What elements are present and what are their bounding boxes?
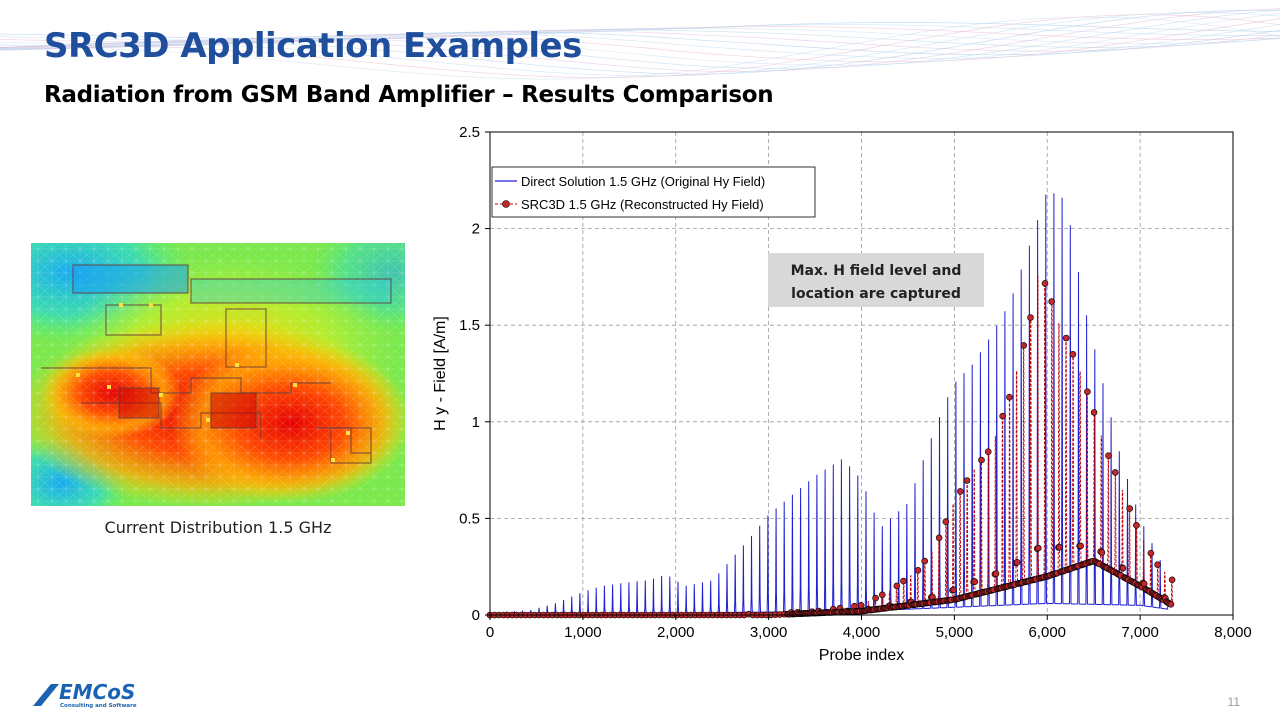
wave-line [0,14,1280,78]
page-number: 11 [1227,695,1240,709]
series-src3d-marker [942,518,950,526]
decorative-wave-banner [0,8,1280,80]
legend-marker-src3d [502,200,510,208]
series-src3d-marker [1056,543,1063,551]
series-src3d-marker [1069,351,1077,358]
y-tick-label: 0 [472,607,480,624]
x-tick-label: 7,000 [1121,624,1159,641]
x-tick-label: 3,000 [750,624,788,641]
series-src3d-marker [1140,580,1148,588]
series-src3d-marker [1147,549,1155,557]
legend-label-src3d: SRC3D 1.5 GHz (Reconstructed Hy Field) [521,197,764,212]
wave-line [0,28,1280,45]
logo-wordmark: EMCoS [59,680,135,704]
series-src3d-marker [914,566,922,574]
x-tick-label: 6,000 [1028,624,1066,641]
slide-subtitle: Radiation from GSM Band Amplifier – Resu… [44,82,774,108]
emcos-logo: EMCoS Consulting and Software [33,680,137,709]
series-src3d-marker [1119,564,1127,572]
series-src3d-marker [1090,409,1098,416]
series-src3d-marker [1041,280,1049,287]
wave-line [0,18,1280,63]
x-tick-label: 2,000 [657,624,695,641]
series-src3d-marker [1126,505,1134,512]
series-src3d-marker [1154,561,1161,569]
series-src3d-marker [872,594,879,602]
series-src3d-marker [963,477,971,484]
series-src3d-marker [935,534,943,542]
annotation-text-line1: Max. H field level and [791,263,962,279]
wave-line [0,9,1280,75]
chart-legend: Direct Solution 1.5 GHz (Original Hy Fie… [491,166,816,218]
series-src3d-marker [900,577,907,585]
y-tick-label: 0.5 [459,510,480,527]
series-src3d-marker [1027,314,1034,321]
series-src3d-marker [1168,576,1176,584]
x-tick-label: 1,000 [564,624,602,641]
y-axis-label: H y - Field [A/m] [432,316,449,431]
y-tick-label: 1.5 [459,317,480,334]
slide-title: SRC3D Application Examples [44,26,582,66]
logo-tagline: Consulting and Software [60,703,137,709]
series-src3d-marker [992,570,1000,577]
x-axis-label: Probe index [819,647,904,664]
annotation-box: Max. H field level and location are capt… [768,253,984,307]
annotation-text-line2: location are captured [791,286,961,302]
series-src3d-marker [1034,544,1042,552]
series-src3d-marker [1062,334,1070,342]
y-tick-label: 2.5 [459,124,480,141]
series-src3d-marker [857,601,865,609]
series-src3d-marker [999,412,1007,420]
x-tick-label: 8,000 [1214,624,1252,641]
logo-mark-icon [33,684,59,706]
heatmap-caption: Current Distribution 1.5 GHz [104,518,332,537]
series-src3d-marker [878,591,886,599]
x-tick-label: 4,000 [843,624,881,641]
x-tick-label: 0 [486,624,494,641]
x-tick-label: 5,000 [936,624,974,641]
wave-line [0,9,1280,69]
series-src3d-marker [1098,549,1106,556]
wave-line [0,8,1280,72]
y-tick-label: 2 [472,221,480,238]
series-src3d-marker [1105,452,1112,460]
y-tick-label: 1 [472,414,480,431]
series-src3d-marker [950,586,957,594]
series-src3d-marker [921,557,929,565]
series-src3d-marker [956,488,964,495]
series-src3d-marker [1020,342,1028,349]
series-src3d-marker [1111,469,1119,476]
series-src3d-marker [1048,298,1056,305]
series-src3d-marker [1084,388,1091,396]
series-src3d-marker [1167,600,1175,608]
wave-line [0,16,1280,80]
series-src3d-marker [893,582,901,590]
series-src3d-marker [1006,393,1013,401]
series-src3d-marker [1077,542,1085,550]
current-distribution-heatmap [31,243,405,506]
series-src3d-marker [971,578,979,586]
hy-field-chart: 0 1,000 2,000 3,000 4,000 5,000 6,000 7,000 8,00… [432,124,1252,664]
series-src3d-marker [984,448,992,456]
series-src3d-marker [978,456,985,464]
legend-label-direct: Direct Solution 1.5 GHz (Original Hy Fie… [521,174,765,189]
series-src3d-marker [1133,521,1140,529]
axis-ticks: 0 1,000 2,000 3,000 4,000 5,000 6,000 7,000 8,00… [459,124,1252,641]
series-src3d-marker [1013,558,1021,566]
